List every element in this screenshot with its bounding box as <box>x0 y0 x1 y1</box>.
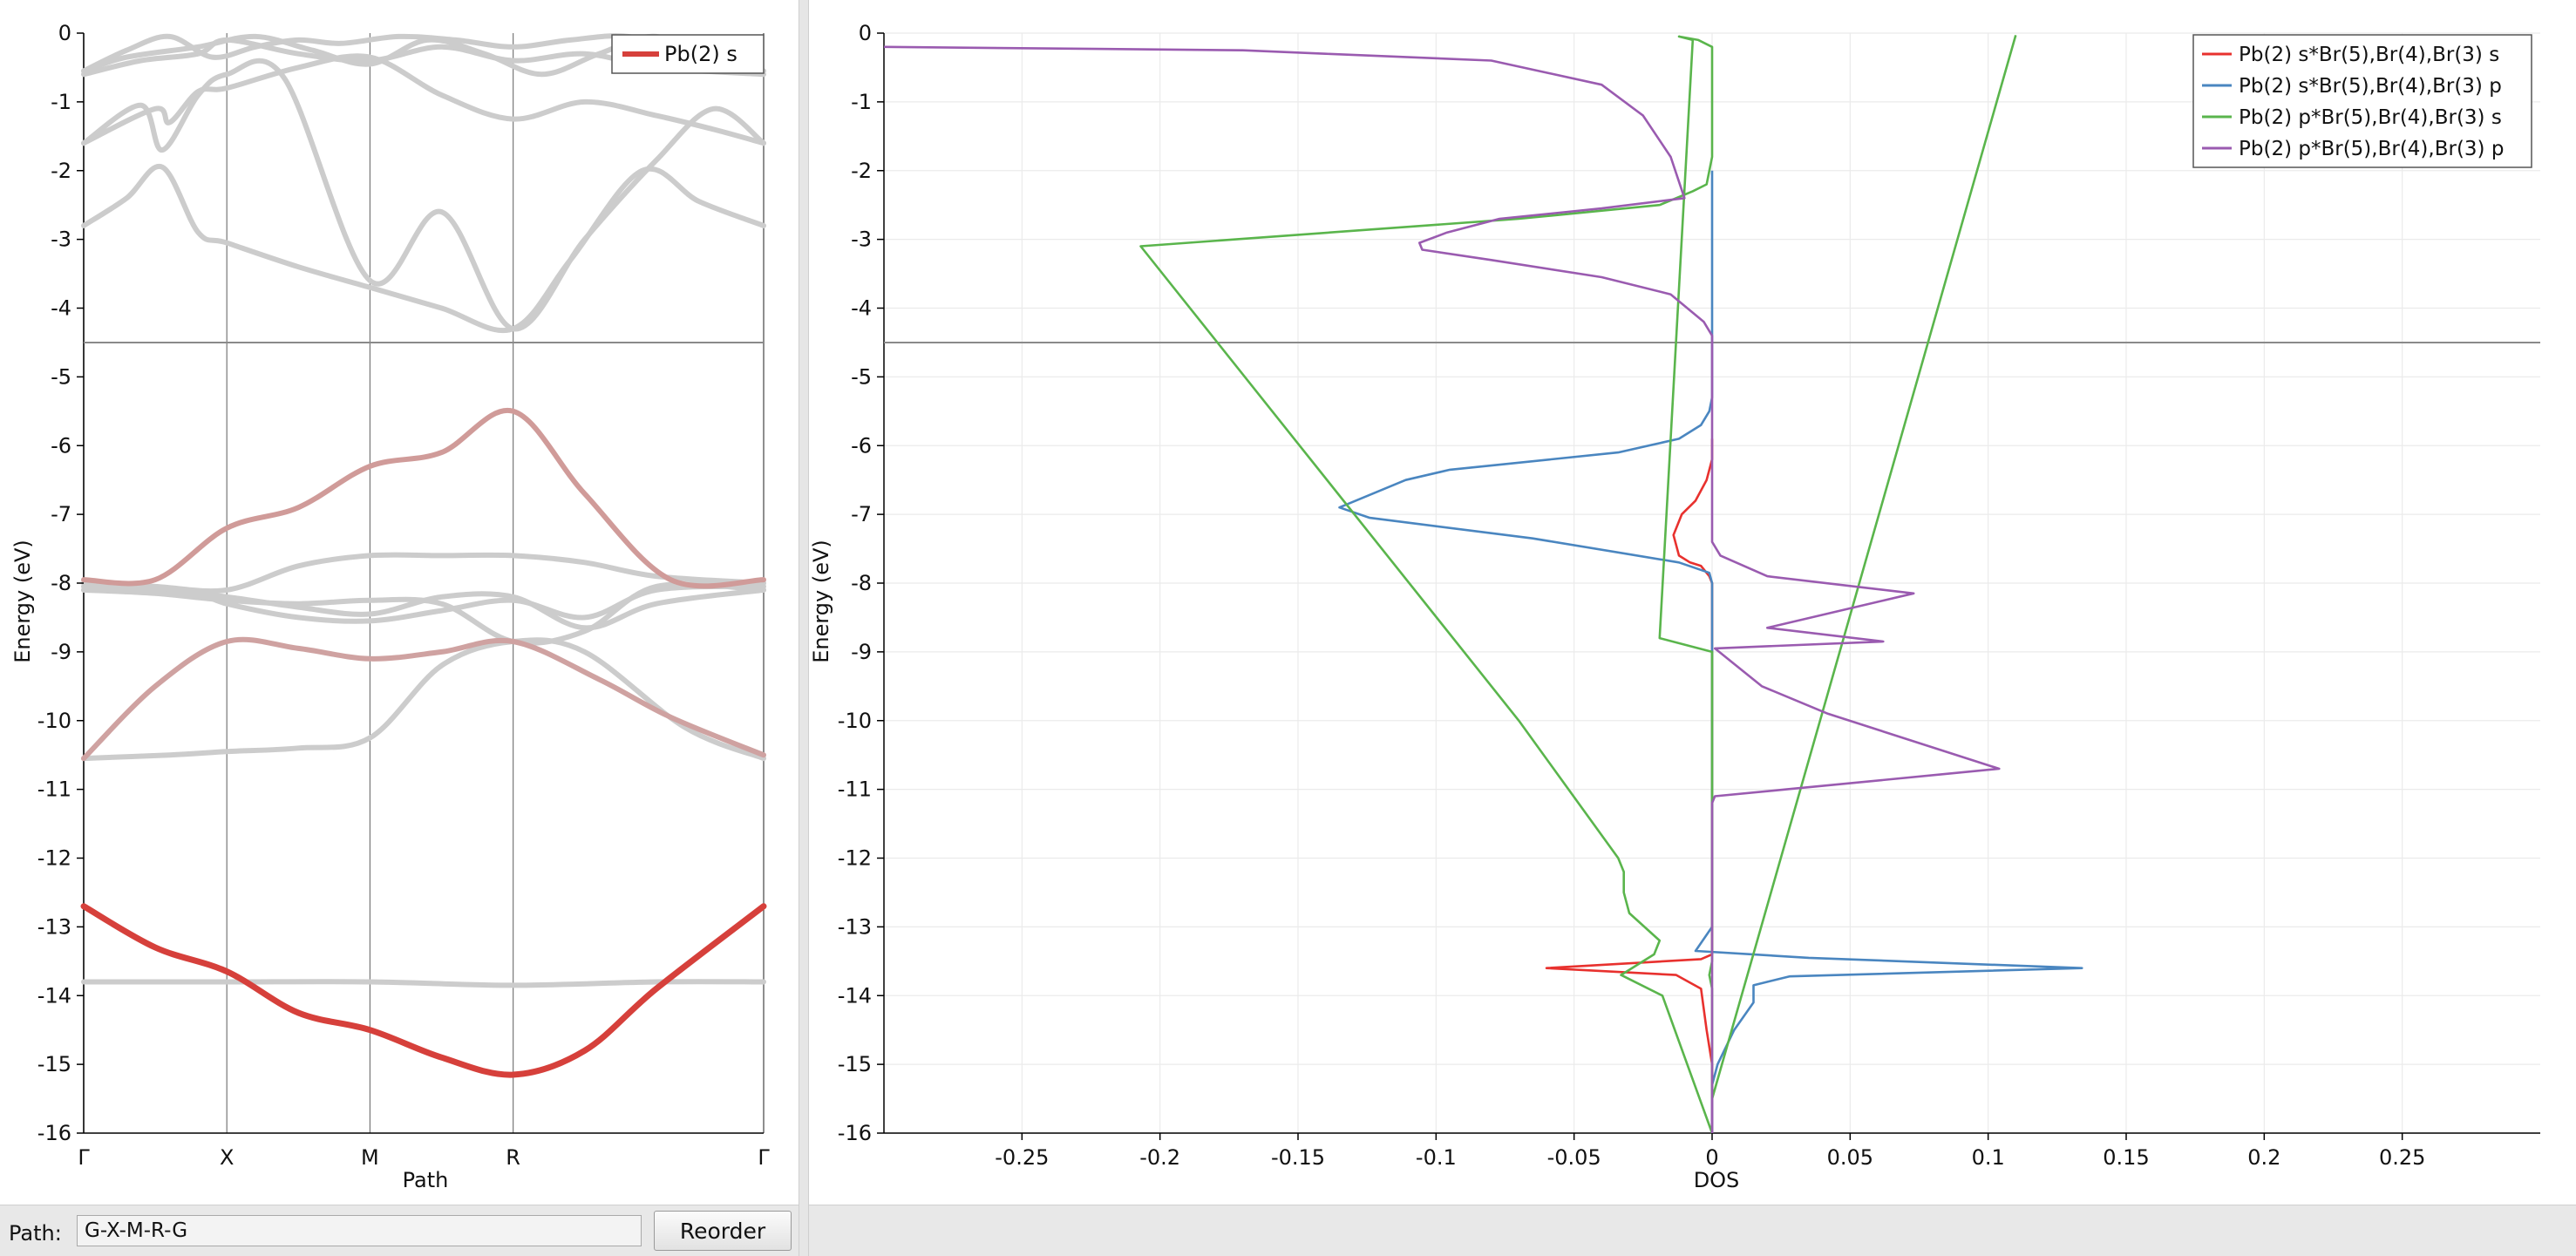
band-line <box>81 636 766 762</box>
path-toolbar: Path: Reorder <box>0 1205 799 1256</box>
dos-legend: Pb(2) s*Br(5),Br(4),Br(3) s Pb(2) s*Br(5)… <box>2192 34 2532 168</box>
path-label: Path: <box>9 1221 62 1246</box>
dos-y-tick-label: -10 <box>838 709 872 733</box>
band-x-axis-label: Path <box>403 1168 449 1192</box>
dos-series-line <box>1545 438 1714 1133</box>
dos-y-tick-label: -12 <box>838 846 872 871</box>
band-y-tick-label: -8 <box>51 571 71 595</box>
band-y-tick-label: -6 <box>51 433 71 458</box>
band-line-highlighted <box>80 903 767 1078</box>
dos-x-tick-label: 0.15 <box>2103 1145 2149 1170</box>
band-y-tick-label: -12 <box>37 846 71 871</box>
band-y-tick-label: -5 <box>51 364 71 389</box>
band-y-tick-label: -4 <box>51 296 71 321</box>
path-input[interactable] <box>77 1215 642 1246</box>
dos-x-tick-label: -0.05 <box>1547 1145 1601 1170</box>
dos-y-tick-label: -13 <box>838 914 872 939</box>
dos-x-tick-label: -0.25 <box>995 1145 1049 1170</box>
kpoint-label: R <box>506 1145 520 1170</box>
dos-y-tick-label: -7 <box>851 502 872 526</box>
band-y-tick-label: -13 <box>37 914 71 939</box>
dos-series-line <box>883 45 2001 1133</box>
dos-y-axis-label: Energy (eV) <box>809 540 833 663</box>
dos-x-tick-label: -0.2 <box>1139 1145 1180 1170</box>
band-y-tick-label: -7 <box>51 502 71 526</box>
band-line <box>81 407 766 589</box>
dos-legend-label: Pb(2) s*Br(5),Br(4),Br(3) s <box>2239 44 2499 66</box>
band-line <box>81 58 766 332</box>
dos-y-tick-label: -11 <box>838 777 872 802</box>
kpoint-label: M <box>361 1145 379 1170</box>
dos-legend-label: Pb(2) s*Br(5),Br(4),Br(3) p <box>2239 75 2502 98</box>
dos-x-tick-label: 0 <box>1705 1145 1718 1170</box>
kpoint-label: Γ <box>78 1145 90 1170</box>
dos-y-tick-label: -8 <box>851 571 872 595</box>
band-y-tick-label: -15 <box>37 1052 71 1076</box>
dos-x-tick-label: -0.1 <box>1416 1145 1457 1170</box>
dos-y-tick-label: -5 <box>851 364 872 389</box>
band-line <box>81 583 766 624</box>
band-y-axis-label: Energy (eV) <box>10 540 35 663</box>
band-structure-panel: Γ X M R Γ 0 -1 -2 -3 -4 -5 -6 -7 -8 -9 -10 -11 -12 -13 -14 -… <box>0 0 799 1205</box>
status-area <box>809 1205 2576 1256</box>
dos-x-tick-label: 0.1 <box>1972 1145 2005 1170</box>
dos-x-tick-label: 0.25 <box>2379 1145 2425 1170</box>
dos-legend-label: Pb(2) p*Br(5),Br(4),Br(3) s <box>2239 106 2502 129</box>
reorder-button[interactable]: Reorder <box>654 1211 792 1251</box>
dos-y-tick-label: -16 <box>838 1121 872 1145</box>
dos-y-tick-label: -2 <box>851 159 872 183</box>
band-y-tick-label: -11 <box>37 777 71 802</box>
band-legend: Pb(2) s <box>611 34 765 74</box>
dos-y-tick-label: -3 <box>851 227 872 252</box>
dos-x-tick-label: 0.05 <box>1827 1145 1873 1170</box>
band-y-tick-label: -14 <box>37 983 71 1008</box>
dos-y-tick-label: -6 <box>851 433 872 458</box>
dos-panel: 0 -1 -2 -3 -4 -5 -6 -7 -8 -9 -10 -11 -12 -13 -14 -15 -16… <box>809 0 2576 1205</box>
band-y-tick-label: -2 <box>51 159 71 183</box>
dos-y-tick-label: -15 <box>838 1052 872 1076</box>
dos-y-tick-label: -9 <box>851 640 872 664</box>
dos-x-axis-label: DOS <box>1694 1168 1740 1192</box>
dos-x-tick-label: -0.15 <box>1271 1145 1325 1170</box>
dos-x-tick-label: 0.2 <box>2247 1145 2280 1170</box>
band-y-tick-label: -9 <box>51 640 71 664</box>
dos-series-line <box>1338 170 2083 1133</box>
band-y-tick-label: -1 <box>51 90 71 114</box>
band-y-tick-label: -10 <box>37 709 71 733</box>
dos-legend-label: Pb(2) p*Br(5),Br(4),Br(3) p <box>2239 138 2504 160</box>
dos-y-tick-label: 0 <box>859 21 872 45</box>
dos-series-line <box>1139 35 2017 1134</box>
dos-y-tick-label: -1 <box>851 90 872 114</box>
band-y-tick-label: -16 <box>37 1121 71 1145</box>
panel-splitter[interactable] <box>799 0 809 1256</box>
band-line <box>81 163 766 334</box>
dos-y-tick-label: -4 <box>851 296 872 321</box>
dos-y-tick-label: -14 <box>838 983 872 1008</box>
kpoint-label: X <box>220 1145 234 1170</box>
band-line <box>81 637 766 762</box>
dos-chart[interactable]: 0 -1 -2 -3 -4 -5 -6 -7 -8 -9 -10 -11 -12 -13 -14 -15 -16… <box>809 0 2576 1205</box>
band-structure-chart[interactable]: Γ X M R Γ 0 -1 -2 -3 -4 -5 -6 -7 -8 -9 -10 -11 -12 -13 -14 -… <box>0 0 799 1205</box>
kpoint-label: Γ <box>758 1145 770 1170</box>
legend-label-pb2-s: Pb(2) s <box>664 42 737 66</box>
band-y-tick-label: -3 <box>51 227 71 252</box>
band-y-tick-label: 0 <box>58 21 71 45</box>
dos-legend-box <box>2192 34 2532 168</box>
